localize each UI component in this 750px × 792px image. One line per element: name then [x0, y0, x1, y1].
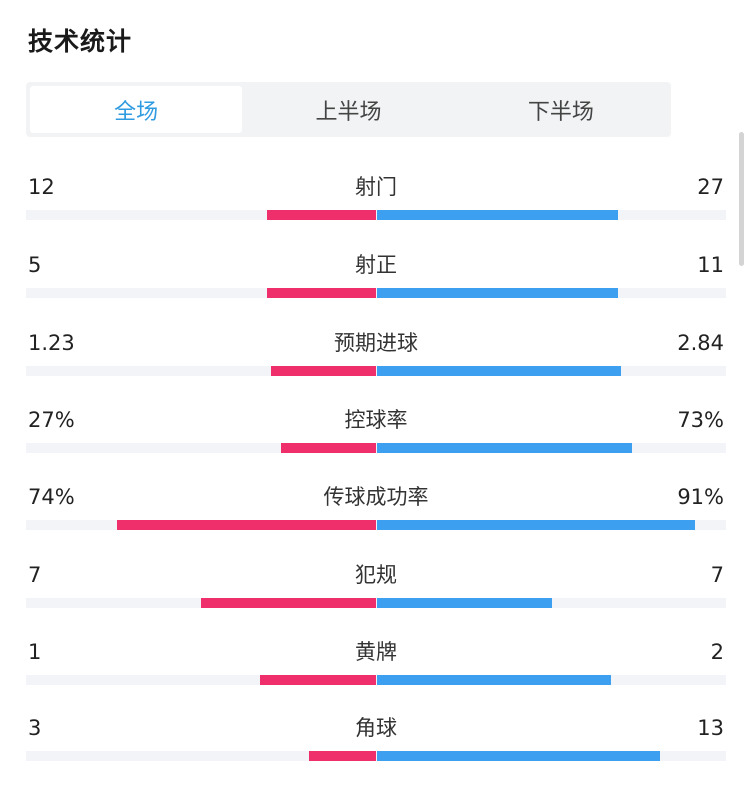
stat-bar-track — [26, 675, 726, 685]
stat-bar-track — [26, 210, 726, 220]
stat-row: 12 射门 27 — [26, 174, 726, 234]
stat-bar-track — [26, 520, 726, 530]
period-tabs: 全场 上半场 下半场 — [26, 82, 671, 137]
home-bar — [271, 366, 376, 376]
away-value: 91% — [677, 485, 724, 509]
stat-row: 74% 传球成功率 91% — [26, 484, 726, 544]
away-value: 7 — [710, 563, 724, 587]
stat-row: 1 黄牌 2 — [26, 639, 726, 699]
stat-label: 黄牌 — [355, 640, 397, 664]
home-bar — [309, 751, 376, 761]
away-bar — [377, 366, 621, 376]
away-bar — [377, 520, 695, 530]
home-value: 1 — [28, 640, 42, 664]
home-bar — [260, 675, 376, 685]
away-value: 2.84 — [677, 331, 724, 355]
away-value: 11 — [697, 253, 724, 277]
home-value: 3 — [28, 716, 42, 740]
scrollbar[interactable] — [739, 132, 744, 266]
stat-label: 控球率 — [344, 408, 408, 432]
away-value: 27 — [697, 175, 724, 199]
tab-full-match[interactable]: 全场 — [30, 86, 243, 133]
away-bar — [377, 675, 611, 685]
stat-bar-track — [26, 443, 726, 453]
home-value: 74% — [28, 485, 75, 509]
stat-label: 传球成功率 — [323, 485, 429, 509]
stat-label: 射门 — [355, 175, 397, 199]
stat-bar-track — [26, 751, 726, 761]
away-bar — [377, 443, 632, 453]
away-value: 73% — [677, 408, 724, 432]
stat-row: 5 射正 11 — [26, 252, 726, 312]
away-bar — [377, 210, 618, 220]
stat-bar-track — [26, 366, 726, 376]
home-bar — [267, 210, 376, 220]
home-bar — [281, 443, 376, 453]
stat-bar-track — [26, 598, 726, 608]
home-bar — [267, 288, 376, 298]
home-value: 7 — [28, 563, 42, 587]
stat-row: 3 角球 13 — [26, 715, 726, 775]
stat-row: 27% 控球率 73% — [26, 407, 726, 467]
home-bar — [117, 520, 376, 530]
away-bar — [377, 288, 618, 298]
stat-label: 角球 — [355, 716, 397, 740]
away-bar — [377, 598, 552, 608]
stat-label: 预期进球 — [334, 331, 418, 355]
stat-label: 射正 — [355, 253, 397, 277]
tab-second-half[interactable]: 下半场 — [527, 99, 594, 125]
home-value: 1.23 — [28, 331, 75, 355]
stat-row: 7 犯规 7 — [26, 562, 726, 622]
stat-bar-track — [26, 288, 726, 298]
away-bar — [377, 751, 660, 761]
home-value: 27% — [28, 408, 75, 432]
home-value: 12 — [28, 175, 55, 199]
tab-first-half[interactable]: 上半场 — [315, 99, 382, 125]
page-title: 技术统计 — [28, 27, 133, 56]
stat-label: 犯规 — [355, 563, 397, 587]
away-value: 2 — [710, 640, 724, 664]
stat-row: 1.23 预期进球 2.84 — [26, 330, 726, 390]
away-value: 13 — [697, 716, 724, 740]
home-value: 5 — [28, 253, 42, 277]
home-bar — [201, 598, 376, 608]
